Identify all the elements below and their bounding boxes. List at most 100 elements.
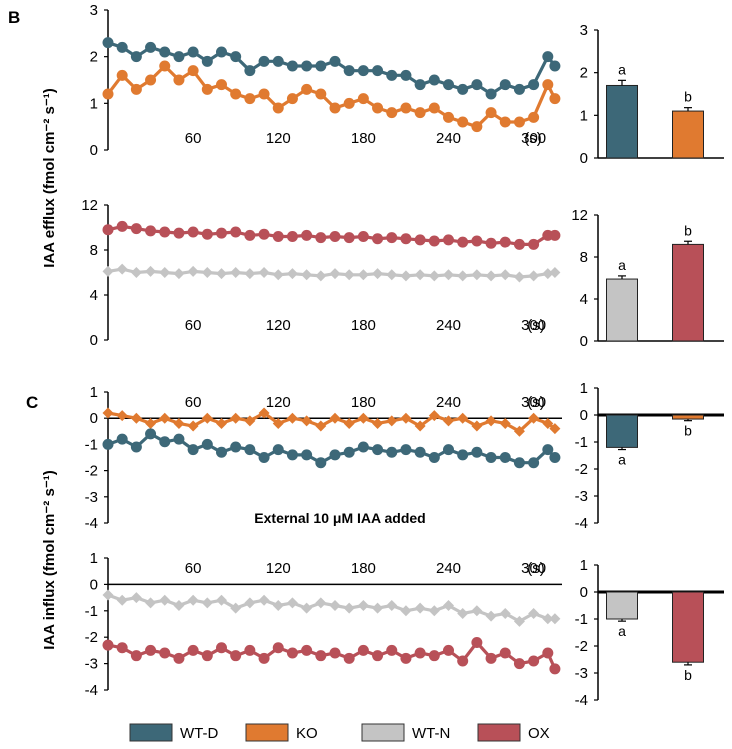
ox-point (116, 220, 128, 232)
wt-n-point (272, 269, 284, 281)
ko-point (343, 97, 355, 109)
ko-point (272, 417, 284, 429)
ko-point (542, 417, 554, 429)
y-tick-label: -1 (575, 434, 588, 451)
x-tick-label: 60 (185, 394, 202, 411)
legend: WT-D KO WT-N OX (129, 723, 550, 742)
ox-point (301, 644, 313, 656)
wt-n-significance-letter: a (618, 623, 626, 639)
x-tick-label: 180 (351, 394, 376, 411)
y-tick-label: -3 (575, 665, 588, 682)
ko-bar (672, 110, 704, 159)
ox-point (343, 652, 355, 664)
legend-label-ko: KO (296, 725, 318, 742)
ox-point (414, 234, 426, 246)
wt-d-point (130, 441, 142, 453)
wt-d-point (372, 65, 384, 77)
wt-d-point (201, 438, 213, 450)
ox-point (343, 232, 355, 244)
ox-point (286, 231, 298, 242)
wt-d-point (414, 79, 426, 91)
ox-point (159, 226, 171, 238)
ox-point (130, 223, 142, 235)
ko-point (258, 88, 270, 100)
wt-n-point (549, 613, 561, 625)
y-tick-label: 1 (90, 550, 98, 567)
ko-point (230, 412, 242, 424)
wt-d-point (542, 51, 554, 63)
ox-point (400, 652, 412, 664)
wt-n-point (272, 600, 284, 612)
ko-point (329, 412, 341, 424)
wt-n-point (130, 592, 142, 604)
wt-n-point (542, 268, 554, 280)
ox-point (272, 642, 284, 654)
ko-point (372, 417, 384, 429)
wt-d-point (343, 65, 355, 77)
wt-n-point (230, 602, 242, 614)
wt-d-point (173, 433, 185, 445)
y-tick-label: 1 (580, 380, 588, 397)
wt-n-point (258, 594, 270, 606)
x-tick-label: 120 (266, 130, 291, 147)
wt-n-point (457, 607, 469, 619)
wt-n-point (428, 270, 440, 282)
legend-label-ox: OX (528, 725, 550, 742)
wt-n-point (187, 265, 199, 277)
wt-n-point (485, 610, 497, 622)
y-tick-label: -2 (575, 461, 588, 478)
ox-point (329, 647, 341, 659)
ox-point (414, 647, 426, 659)
wt-d-point (286, 449, 298, 461)
y-tick-label: 4 (90, 287, 98, 304)
ko-point (102, 407, 114, 419)
wt-n-point (372, 268, 384, 280)
y-tick-label: 12 (571, 207, 588, 224)
wt-d-point (329, 449, 341, 461)
ko-point (159, 412, 171, 424)
ko-point (528, 111, 540, 123)
influx-axis-label: IAA influx (fmol cm⁻² s⁻¹) (41, 470, 58, 649)
ko-point (542, 79, 554, 91)
ox-point (357, 644, 369, 656)
ox-point (315, 232, 327, 244)
wt-d-point (272, 444, 284, 456)
x-tick-label: 120 (266, 560, 291, 577)
ko-point (485, 107, 497, 119)
y-tick-label: 1 (580, 107, 588, 124)
ox-point (244, 644, 256, 656)
wt-d-point (443, 444, 454, 456)
wt-n-point (315, 597, 327, 609)
ox-point (258, 652, 270, 664)
x-tick-label: 60 (185, 317, 202, 334)
wt-d-point (357, 65, 369, 77)
wt-n-point (528, 270, 540, 282)
y-tick-label: -3 (85, 489, 98, 506)
wt-n-point (499, 269, 511, 281)
wt-n-bar (606, 591, 638, 620)
wt-n-point (329, 268, 341, 280)
ko-point (528, 412, 540, 424)
wt-n-point (485, 270, 497, 282)
ox-bar (672, 243, 704, 342)
wt-n-point (443, 269, 454, 281)
wt-d-point (159, 436, 171, 448)
ox-point (159, 647, 171, 659)
ko-point (230, 88, 242, 100)
ko-point (216, 417, 227, 429)
wt-d-point (428, 452, 440, 463)
wt-n-point (159, 594, 171, 606)
ox-point (301, 229, 313, 241)
ko-point (173, 74, 185, 86)
y-tick-label: 2 (580, 65, 588, 82)
wt-d-series-line (107, 41, 557, 96)
y-tick-label: 1 (580, 557, 588, 574)
wt-d-point (301, 449, 313, 461)
wt-d-point (386, 69, 398, 81)
ox-point (386, 232, 398, 244)
ko-point (201, 83, 213, 95)
wt-d-point (216, 46, 227, 58)
wt-n-point (428, 605, 440, 617)
wt-d-point (485, 88, 497, 100)
